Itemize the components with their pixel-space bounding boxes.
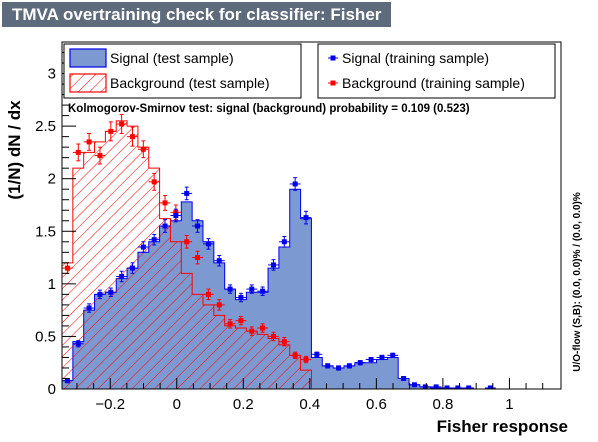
legend-background-test-label: Background (test sample) bbox=[110, 75, 270, 91]
background-training-point bbox=[83, 132, 95, 151]
signal-training-point bbox=[94, 289, 106, 300]
signal-training-point bbox=[354, 360, 366, 366]
signal-training-point bbox=[137, 241, 149, 253]
y-tick-label: 0.5 bbox=[35, 328, 56, 345]
background-training-point bbox=[268, 331, 279, 342]
x-tick-label: 0.6 bbox=[366, 396, 387, 413]
histogram-layer bbox=[62, 120, 561, 389]
x-tick-label: 0.2 bbox=[233, 396, 254, 413]
signal-training-point bbox=[463, 385, 475, 389]
signal-training-point bbox=[192, 219, 203, 233]
signal-training-point bbox=[376, 354, 388, 361]
signal-training-point bbox=[72, 340, 84, 348]
signal-training-point bbox=[224, 284, 236, 294]
signal-training-point bbox=[430, 384, 442, 389]
signal-training-point bbox=[159, 219, 171, 233]
x-axis-label: Fisher response bbox=[437, 417, 568, 436]
legend-background-training-marker bbox=[328, 80, 338, 86]
signal-training-point bbox=[398, 375, 410, 381]
background-training-point bbox=[116, 114, 128, 134]
background-training-point bbox=[202, 288, 214, 301]
signal-training-point bbox=[202, 238, 214, 250]
signal-training-point bbox=[452, 385, 464, 389]
legend-background-training-label: Background (training sample) bbox=[342, 75, 525, 91]
overflow-label: U/O-flow (S,B): (0.0, 0.0)% / (0.0, 0.0)… bbox=[572, 192, 583, 372]
y-tick-label: 2.5 bbox=[35, 118, 56, 135]
signal-training-point bbox=[322, 363, 334, 369]
signal-training-point bbox=[257, 286, 269, 296]
background-training-point bbox=[289, 351, 301, 360]
background-training-point bbox=[72, 143, 84, 162]
signal-training-point bbox=[365, 356, 377, 363]
legend-signal-test-label: Signal (test sample) bbox=[110, 50, 234, 66]
background-training-point bbox=[246, 326, 258, 336]
signal-training-point bbox=[246, 284, 258, 294]
signal-training-point bbox=[148, 233, 160, 246]
background-training-point bbox=[192, 250, 203, 265]
background-training-point bbox=[137, 140, 149, 159]
x-tick-label: −0.2 bbox=[95, 396, 125, 413]
chart-title: TMVA overtraining check for classifier: … bbox=[2, 2, 392, 27]
signal-training-point bbox=[300, 210, 312, 225]
ks-test-text: Kolmogorov-Smirnov test: signal (backgro… bbox=[68, 103, 470, 115]
signal-training-point bbox=[484, 385, 496, 389]
y-tick-label: 1 bbox=[48, 276, 56, 293]
signal-training-point bbox=[127, 262, 138, 274]
axes: −0.2 0 0.2 0.4 0.6 0.8 1 0 0.5 1 1.5 2 2.5 3 bbox=[35, 52, 544, 413]
x-tick-label: 1 bbox=[505, 396, 513, 413]
signal-training-point bbox=[235, 292, 247, 303]
y-tick-label: 1.5 bbox=[35, 223, 56, 240]
legend-signal-training-marker bbox=[328, 55, 338, 61]
background-training-point bbox=[235, 315, 247, 326]
legend-left: Signal (test sample) Background (test sa… bbox=[63, 43, 302, 99]
signal-training-point bbox=[409, 382, 420, 388]
y-tick-label: 3 bbox=[48, 66, 56, 83]
signal-training-point bbox=[116, 270, 128, 283]
signal-training-point bbox=[105, 287, 117, 297]
signal-training-point bbox=[213, 254, 225, 267]
background-training-point bbox=[278, 336, 290, 347]
legend-right: Signal (training sample) Background (tra… bbox=[317, 43, 556, 99]
signal-training-point bbox=[83, 303, 95, 313]
background-training-point bbox=[127, 126, 138, 147]
signal-training-point bbox=[268, 259, 279, 271]
background-training-point bbox=[257, 323, 269, 333]
background-training-point bbox=[159, 195, 171, 211]
x-tick-label: 0.4 bbox=[299, 396, 320, 413]
legend-right-box bbox=[317, 43, 556, 99]
background-training-point bbox=[300, 355, 312, 364]
background-training-point bbox=[94, 146, 106, 165]
signal-training-point bbox=[311, 351, 323, 357]
legend-signal-training-label: Signal (training sample) bbox=[342, 50, 489, 66]
signal-training-point bbox=[343, 363, 355, 369]
y-axis-label: (1/N) dN / dx bbox=[5, 100, 24, 200]
background-training-point bbox=[213, 299, 225, 311]
signal-training-point bbox=[278, 236, 290, 248]
signal-training-point bbox=[181, 186, 193, 201]
background-training-point bbox=[148, 172, 160, 191]
plot-frame bbox=[61, 41, 562, 390]
legend-signal-test-swatch bbox=[69, 48, 107, 68]
x-tick-label: 0 bbox=[173, 396, 181, 413]
signal-training-point bbox=[170, 208, 182, 223]
background-training-point bbox=[181, 234, 193, 249]
legend-background-test-swatch bbox=[69, 73, 107, 93]
background-training-point bbox=[224, 319, 236, 329]
background-training-point bbox=[105, 121, 117, 142]
signal-training-point bbox=[333, 365, 344, 371]
y-tick-label: 0 bbox=[48, 381, 56, 398]
signal-training-point bbox=[289, 177, 301, 191]
y-tick-label: 2 bbox=[48, 171, 56, 188]
x-tick-label: 0.8 bbox=[432, 396, 453, 413]
signal-training-point bbox=[387, 352, 399, 358]
training-points-layer bbox=[62, 114, 496, 389]
